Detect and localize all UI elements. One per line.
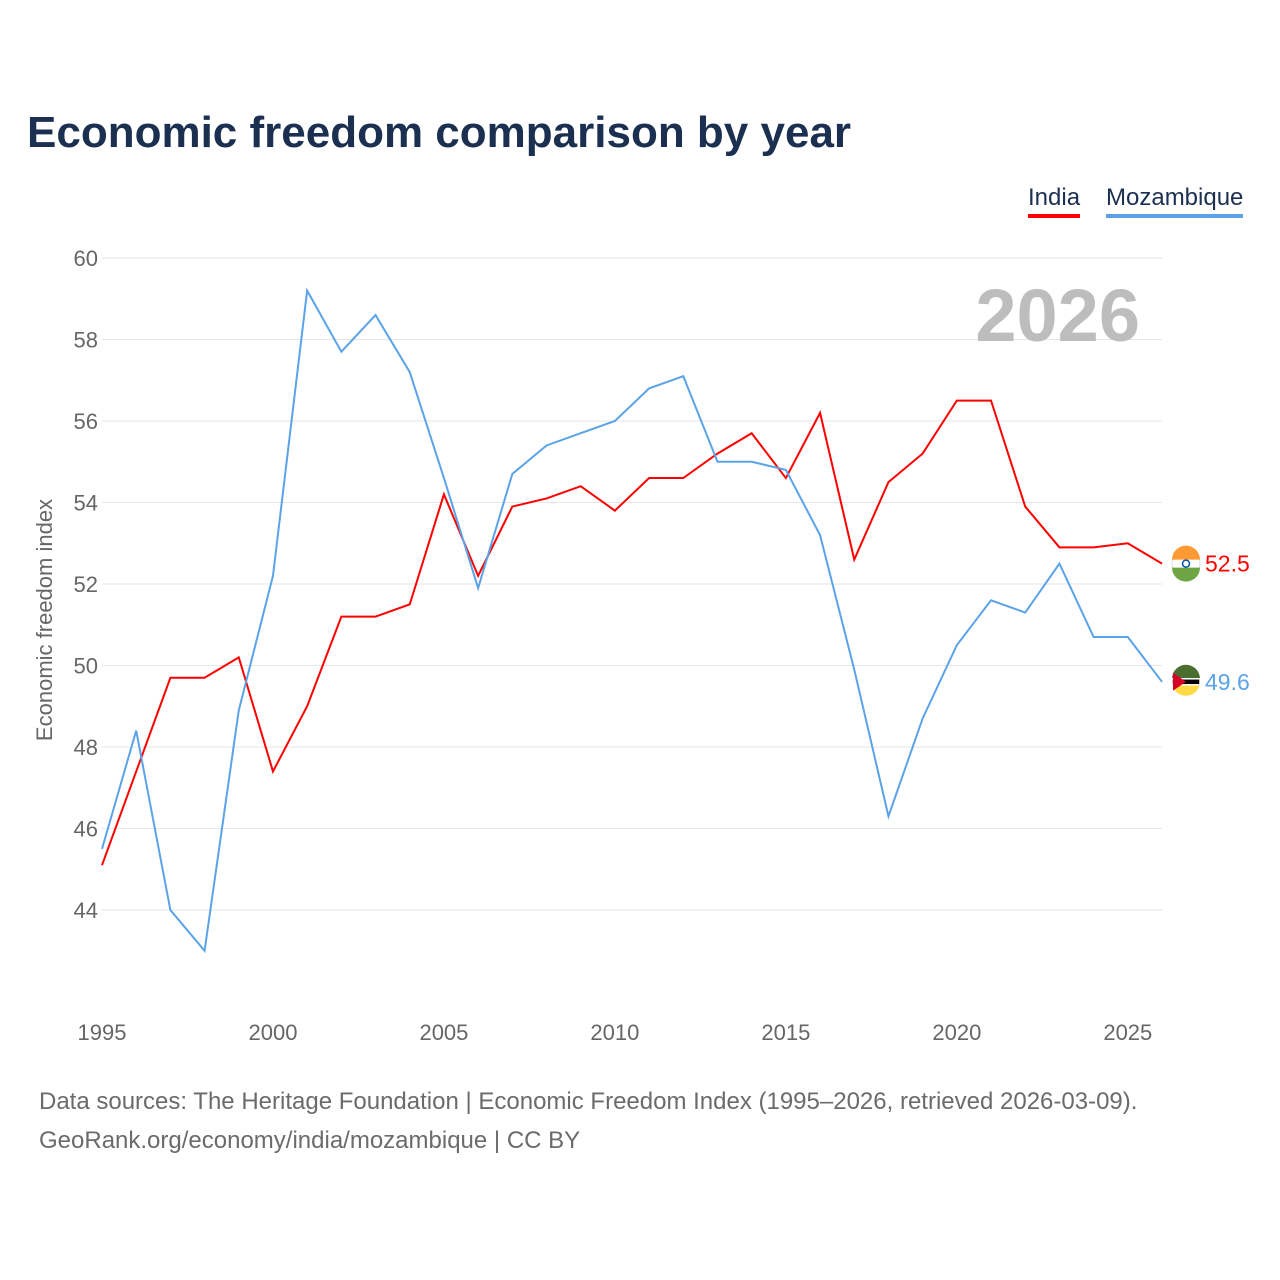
flag-india-green xyxy=(1172,567,1200,582)
end-value-label-india: 52.5 xyxy=(1205,551,1250,577)
x-tick-label: 1995 xyxy=(78,1020,127,1045)
flag-india-saffron xyxy=(1172,545,1200,560)
x-tick-label: 2025 xyxy=(1103,1020,1152,1045)
footer-link[interactable]: GeoRank.org/economy/india/mozambique | C… xyxy=(39,1127,581,1154)
y-tick-label: 48 xyxy=(74,735,98,760)
flag-moz-green xyxy=(1172,664,1200,679)
x-tick-label: 2000 xyxy=(248,1020,297,1045)
footer-sources: Data sources: The Heritage Foundation | … xyxy=(39,1088,1138,1115)
y-tick-label: 50 xyxy=(74,654,98,679)
flag-icon-mozambique xyxy=(1171,664,1201,696)
x-tick-label: 2015 xyxy=(761,1020,810,1045)
x-tick-label: 2005 xyxy=(419,1020,468,1045)
series-line-mozambique xyxy=(101,287,1163,954)
chart-title: Economic freedom comparison by year xyxy=(27,108,852,157)
y-tick-label: 54 xyxy=(74,491,98,516)
y-tick-label: 60 xyxy=(74,246,98,271)
year-watermark: 2026 xyxy=(975,274,1140,357)
y-tick-label: 46 xyxy=(74,817,98,842)
end-value-label-mozambique: 49.6 xyxy=(1205,669,1250,695)
y-tick-label: 52 xyxy=(74,572,98,597)
y-tick-label: 58 xyxy=(74,328,98,353)
flag-icon-india xyxy=(1171,545,1201,582)
y-tick-label: 56 xyxy=(74,409,98,434)
legend-india[interactable]: India xyxy=(1028,184,1081,218)
flag-moz-red xyxy=(1173,672,1186,691)
y-axis-label: Economic freedom index xyxy=(32,499,57,741)
y-tick-label: 44 xyxy=(74,898,98,923)
series-line-india xyxy=(101,399,1163,866)
x-tick-label: 2010 xyxy=(590,1020,639,1045)
x-tick-label: 2020 xyxy=(932,1020,981,1045)
legend-mozambique[interactable]: Mozambique xyxy=(1106,184,1244,218)
flag-india-chakra xyxy=(1181,559,1191,568)
